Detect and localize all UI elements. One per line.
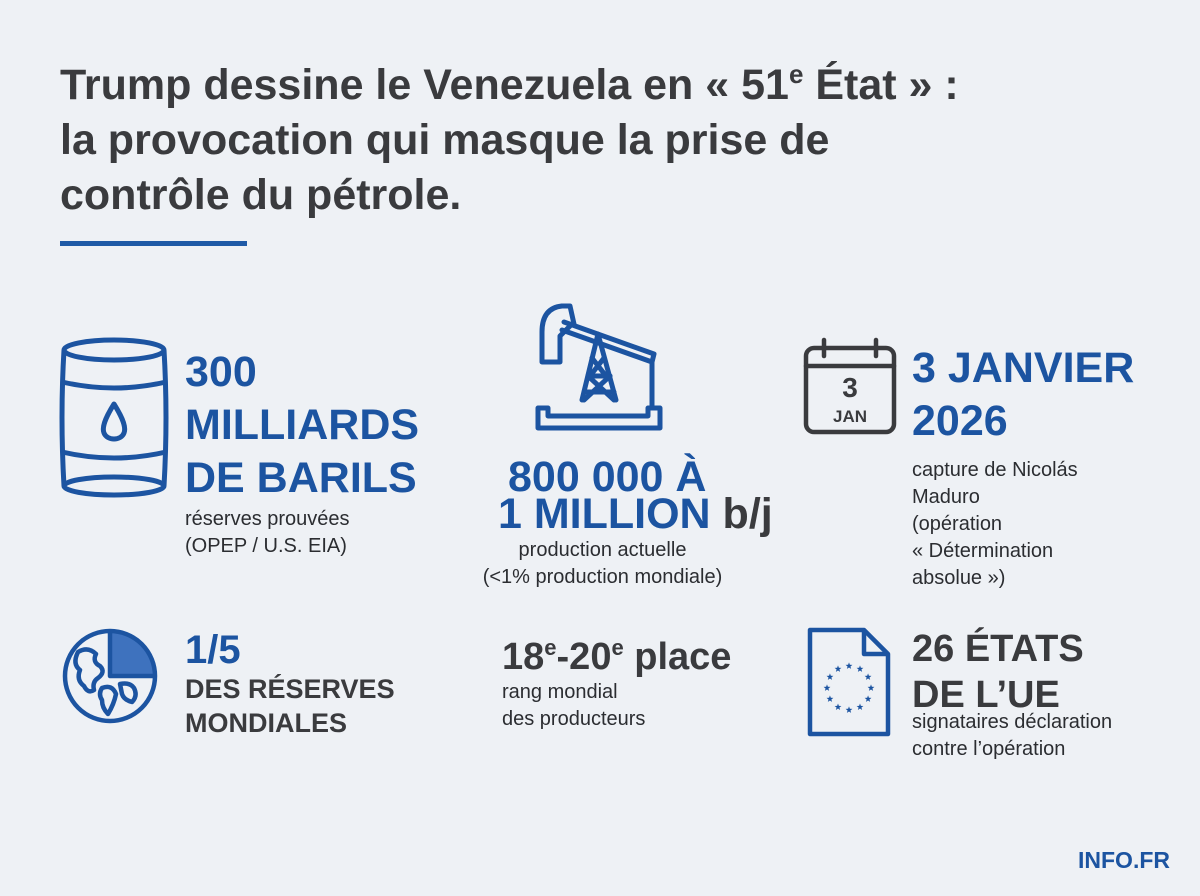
reserves-unit-2: DE BARILS [185,454,417,502]
eu-star-icon [834,665,842,672]
eu-star-icon [864,673,872,680]
reserves-description: réserves prouvées (OPEP / U.S. EIA) [185,508,350,557]
eu-star-icon [826,695,834,702]
pumpjack-icon [535,303,663,431]
reserves-value: 300 MILLIARDS DE BARILS [185,346,419,505]
production-range-start: 800 000 À [508,453,707,501]
eu-star-icon [845,662,853,669]
title-line-2: la provocation qui masque la prise de [60,116,830,164]
oil-barrel-icon [59,337,169,498]
calendar-day: 3 [842,372,858,403]
globe-icon [62,628,158,724]
eu-star-icon [856,703,864,710]
date-day-month: 3 JANVIER [912,344,1135,392]
eu-star-icon [867,684,875,691]
eu-description: signataires déclaration contre l’opérati… [912,711,1113,760]
share-label: DES RÉSERVES MONDIALES [185,674,395,738]
production-range-end: 1 MILLION [498,490,711,538]
rank-description: rang mondial des producteurs [502,681,646,730]
brand-logo[interactable]: INFO.FR [1078,847,1170,873]
page-title: Trump dessine le Venezuela en « 51e État… [60,58,1120,223]
title-underline [60,241,247,246]
share-value: 1/5 [185,628,241,672]
calendar-icon [803,337,897,435]
date-description: capture de Nicolás Maduro (opération « D… [912,459,1078,589]
eu-star-icon [856,665,864,672]
eu-value: 26 ÉTATS DE L’UE [912,628,1084,716]
eu-star-icon [834,703,842,710]
reserves-number: 300 [185,348,257,396]
rank-value: 18e-20e place [502,635,732,678]
title-line-3: contrôle du pétrole. [60,171,462,219]
production-unit: b/j [710,490,773,538]
production-description: production actuelle (<1% production mond… [482,539,723,588]
production-value-line2: 1 MILLION b/j [498,488,773,541]
production-value: 800 000 À [508,451,706,504]
date-year: 2026 [912,397,1008,445]
date-value: 3 JANVIER 2026 [912,342,1134,448]
reserves-unit-1: MILLIARDS [185,401,420,449]
title-line-1: Trump dessine le Venezuela en « 51e État… [60,59,959,109]
eu-star-icon [845,706,853,713]
eu-star-icon [864,695,872,702]
eu-star-icon [826,673,834,680]
eu-document-icon [807,627,891,737]
calendar-month: JAN [832,407,867,426]
eu-star-icon [823,684,831,691]
